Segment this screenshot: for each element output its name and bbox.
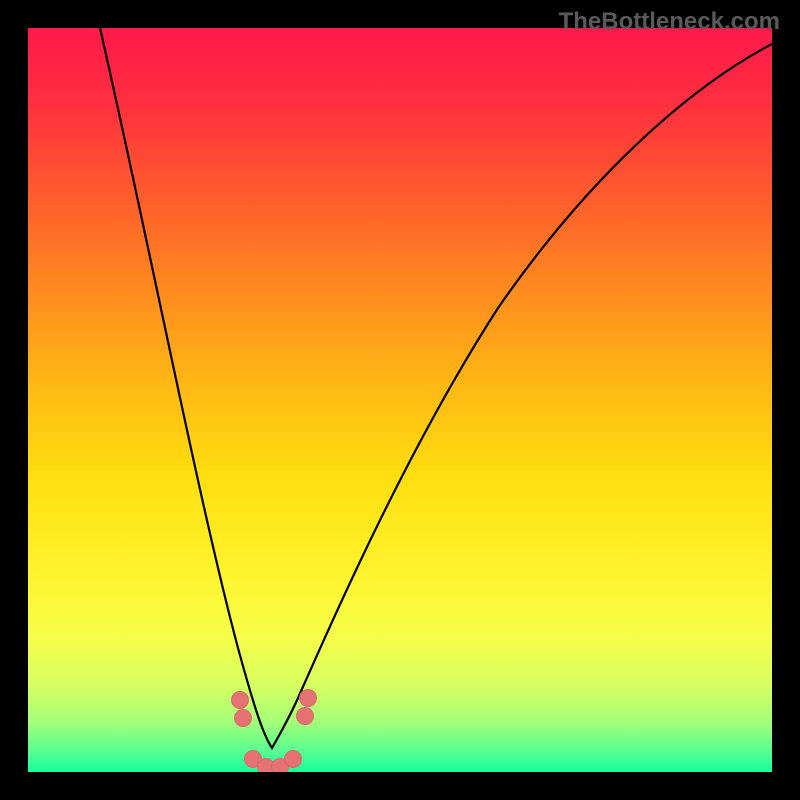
marker-point — [297, 708, 314, 725]
bottleneck-curve — [100, 28, 772, 748]
marker-point — [235, 710, 252, 727]
marker-point — [300, 690, 317, 707]
marker-point — [232, 692, 249, 709]
chart-svg — [28, 28, 772, 772]
chart-plot-area — [28, 28, 772, 772]
watermark-text: TheBottleneck.com — [559, 8, 780, 36]
marker-point — [285, 751, 302, 768]
